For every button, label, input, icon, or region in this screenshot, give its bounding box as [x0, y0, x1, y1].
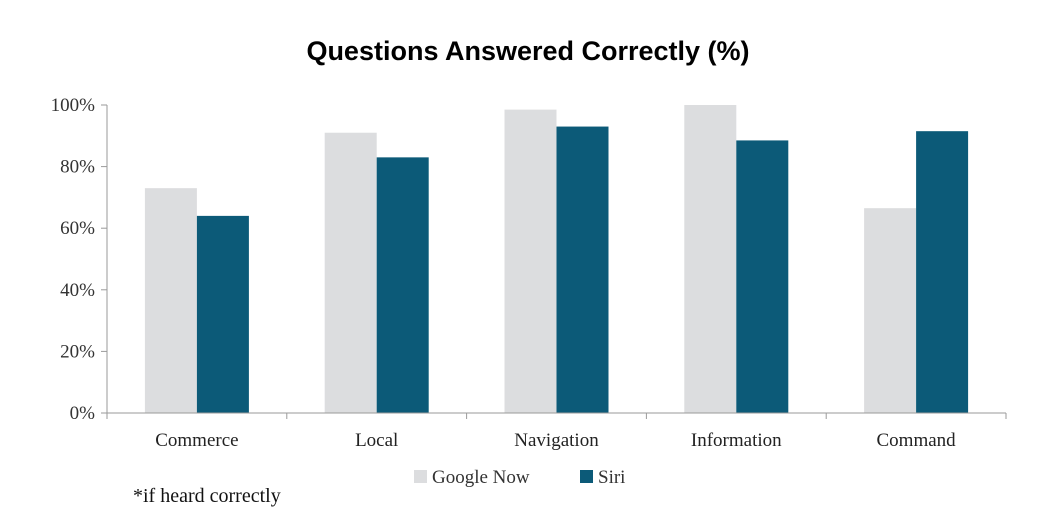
y-tick-label: 0%: [70, 403, 96, 424]
legend-swatch-google-now: [414, 470, 427, 483]
legend-label: Google Now: [432, 467, 530, 488]
y-tick-label: 80%: [60, 157, 95, 178]
x-category-label: Information: [691, 430, 782, 451]
x-axis: Commerce Local Navigation Information Comman…: [101, 412, 1007, 451]
x-category-label: Navigation: [514, 430, 599, 451]
bar-google-now-command: [864, 208, 917, 413]
y-tick-label: 100%: [51, 95, 96, 116]
bar-siri-command: [916, 131, 969, 413]
bar-siri-local: [376, 157, 429, 413]
bar-siri-navigation: [556, 126, 609, 413]
y-axis: 0% 20% 40% 60% 80% 100%: [51, 95, 108, 424]
footnote: *if heard correctly: [133, 485, 281, 507]
bar-google-now-information: [684, 105, 737, 413]
bar-siri-information: [736, 140, 789, 414]
bar-google-now-navigation: [504, 109, 557, 414]
legend: Google Now Siri: [414, 467, 625, 488]
y-tick-label: 20%: [60, 341, 95, 362]
x-category-label: Local: [355, 430, 398, 451]
bar-siri-commerce: [196, 215, 249, 413]
bars: [144, 105, 969, 414]
chart-title: Questions Answered Correctly (%): [306, 36, 749, 66]
y-tick-label: 60%: [60, 218, 95, 239]
x-category-label: Command: [877, 430, 957, 451]
legend-swatch-siri: [580, 470, 593, 483]
x-category-label: Commerce: [155, 430, 238, 451]
y-tick-label: 40%: [60, 280, 95, 301]
legend-label: Siri: [598, 467, 625, 488]
bar-google-now-local: [324, 132, 377, 413]
bar-google-now-commerce: [144, 188, 197, 413]
